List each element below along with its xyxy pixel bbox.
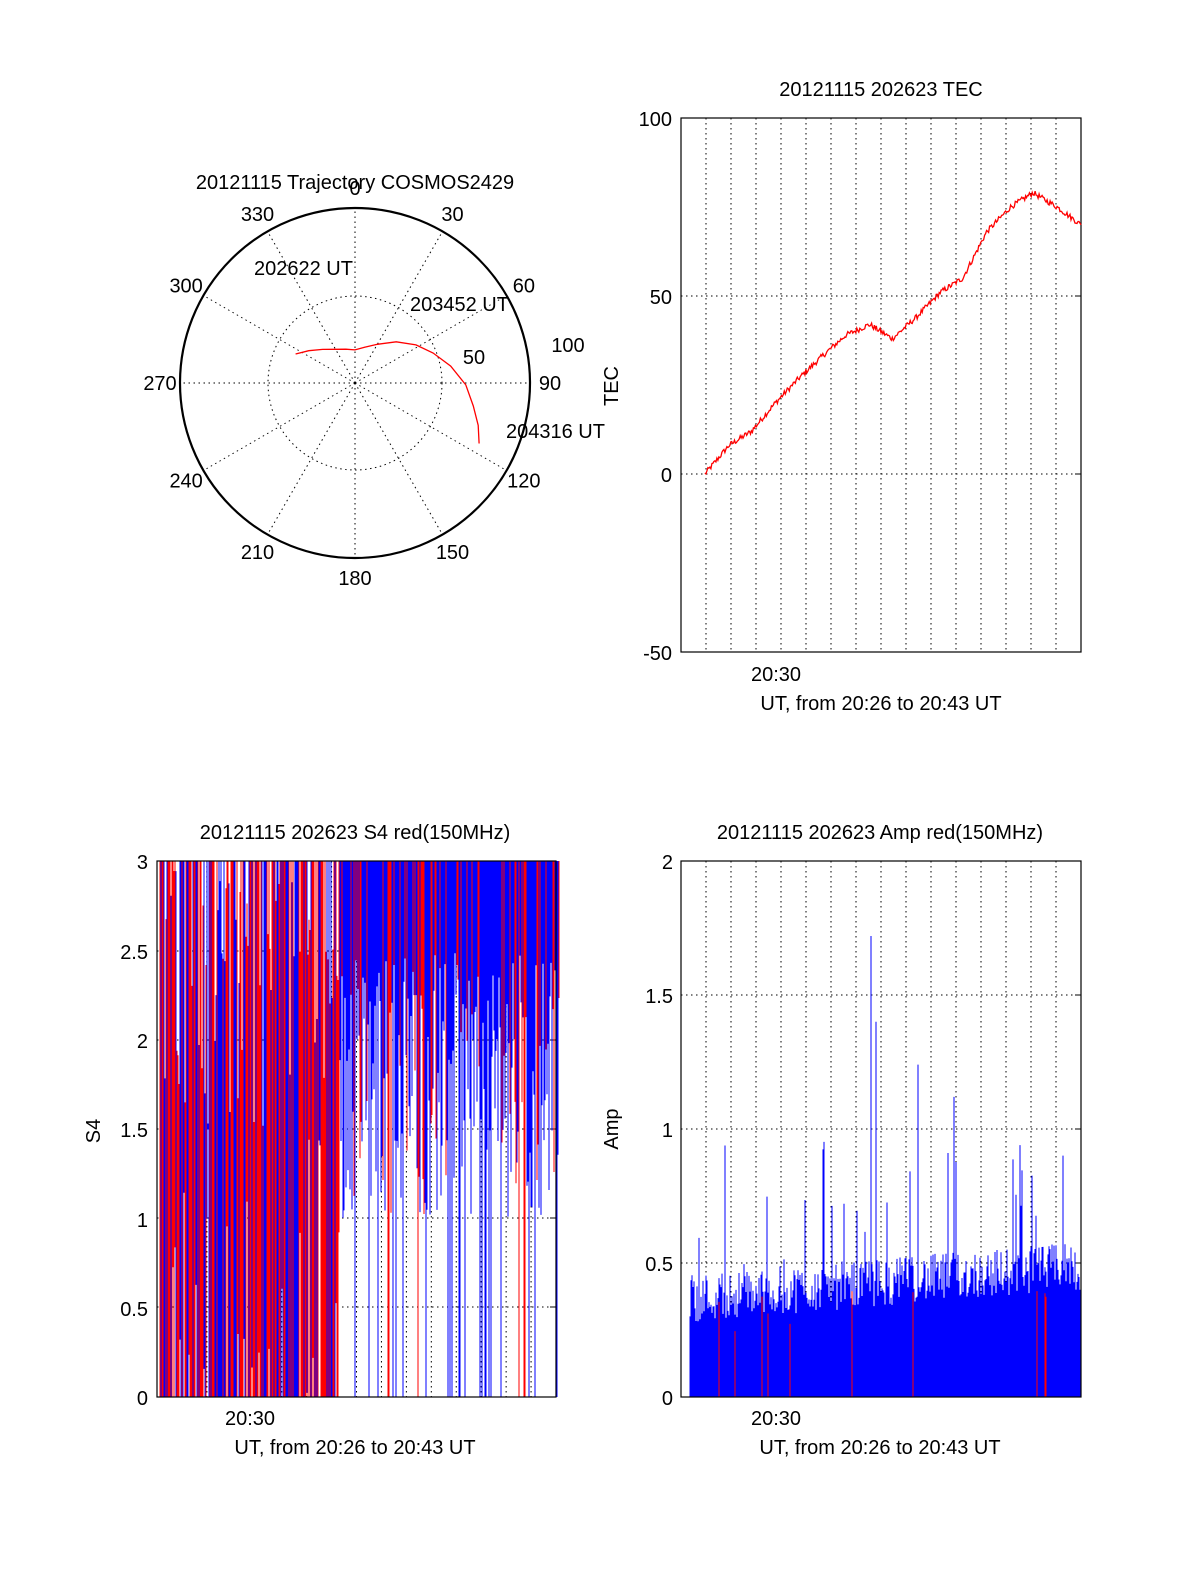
polar-angle-label-270: 270: [143, 373, 176, 395]
amp-ytick-2: 2: [662, 852, 673, 874]
s4-bars: [159, 861, 560, 1397]
polar-spoke-240: [203, 382, 356, 471]
amp-ytick-0.5: 0.5: [645, 1254, 673, 1276]
amp-bars: [689, 936, 1082, 1397]
amp-title: 20121115 202623 Amp red(150MHz): [717, 822, 1043, 844]
amp-y-tick-labels: 2 1.5 1 0.5 0: [645, 852, 673, 1410]
polar-angle-label-60: 60: [513, 276, 535, 298]
polar-spoke-30: [354, 231, 443, 384]
polar-grid: [180, 208, 530, 558]
tec-xlabel: UT, from 20:26 to 20:43 UT: [760, 693, 1001, 715]
polar-angle-label-240: 240: [169, 471, 202, 493]
s4-series: [159, 861, 560, 1397]
polar-angle-label-180: 180: [338, 568, 371, 590]
radius-label-100: 100: [551, 335, 584, 357]
polar-angle-labels: 0 30 60 90 120 150 180 210 240 270 300 330: [143, 178, 561, 590]
s4-ylabel: S4: [83, 1119, 105, 1143]
polar-angle-label-120: 120: [507, 471, 540, 493]
polar-spoke-120: [354, 382, 507, 471]
polar-angle-label-0: 0: [349, 178, 360, 200]
tec-y-tick-labels: 100 50 0 -50: [639, 109, 672, 665]
polar-spoke-150: [354, 382, 443, 535]
polar-angle-label-90: 90: [539, 373, 561, 395]
polar-angle-label-330: 330: [241, 204, 274, 226]
s4-ytick-2.5: 2.5: [120, 942, 148, 964]
s4-xlabel: UT, from 20:26 to 20:43 UT: [234, 1437, 475, 1459]
tec-ytick-50: 50: [650, 287, 672, 309]
polar-angle-label-30: 30: [441, 204, 463, 226]
polar-angle-label-300: 300: [169, 276, 202, 298]
amp-series: [689, 936, 1082, 1397]
amp-ytick-1.5: 1.5: [645, 986, 673, 1008]
trajectory-mid-label: 203452 UT: [410, 294, 509, 316]
s4-ytick-1.5: 1.5: [120, 1120, 148, 1142]
tec-frame: [680, 117, 1082, 653]
tec-plot: 20121115 202623 TEC 100 50 0 -50 20:30 U…: [639, 79, 1082, 715]
polar-spoke-330: [267, 231, 356, 384]
amp-plot: 20121115 202623 Amp red(150MHz) 2 1.5 1 …: [601, 822, 1082, 1459]
polar-spoke-60: [354, 295, 507, 384]
tec-xtick-2030: 20:30: [751, 664, 801, 686]
s4-ytick-2: 2: [137, 1031, 148, 1053]
tec-title: 20121115 202623 TEC: [779, 79, 983, 101]
s4-ytick-1: 1: [137, 1210, 148, 1232]
s4-plot: 20121115 202623 S4 red(150MHz) 3 2.5 2 1…: [83, 822, 560, 1459]
tec-ytick-100: 100: [639, 109, 672, 131]
s4-ytick-0.5: 0.5: [120, 1299, 148, 1321]
polar-spoke-300: [203, 295, 356, 384]
amp-ytick-1: 1: [662, 1120, 673, 1142]
amp-xlabel: UT, from 20:26 to 20:43 UT: [759, 1437, 1000, 1459]
tec-ytick-neg50: -50: [643, 643, 672, 665]
s4-ytick-3: 3: [137, 852, 148, 874]
tec-series-line: [704, 190, 1082, 475]
polar-spoke-210: [267, 382, 356, 535]
amp-frame: [680, 860, 1082, 1398]
s4-title: 20121115 202623 S4 red(150MHz): [200, 822, 511, 844]
polar-side-label: TEC: [601, 366, 623, 406]
amp-xtick-2030: 20:30: [751, 1408, 801, 1430]
amp-ylabel: Amp: [601, 1108, 623, 1149]
trajectory-line: [295, 341, 480, 444]
s4-y-tick-labels: 3 2.5 2 1.5 1 0.5 0: [120, 852, 148, 1410]
s4-xtick-2030: 20:30: [225, 1408, 275, 1430]
s4-frame: [156, 860, 557, 1398]
polar-outer-circle: [178, 206, 532, 560]
trajectory-end-label: 204316 UT: [506, 421, 605, 443]
polar-title: 20121115 Trajectory COSMOS2429: [196, 172, 514, 194]
polar-angle-label-210: 210: [241, 542, 274, 564]
trajectory-start-label: 202622 UT: [254, 258, 353, 280]
amp-ytick-0: 0: [662, 1388, 673, 1410]
amp-grid: [681, 861, 1081, 1397]
tec-grid: [681, 118, 1081, 652]
trajectory-polar-plot: 20121115 Trajectory COSMOS2429 0 30 60 90 12…: [143, 172, 623, 590]
polar-inner-circle: [267, 295, 443, 471]
radius-label-50: 50: [463, 347, 485, 369]
polar-angle-label-150: 150: [436, 542, 469, 564]
tec-ytick-0: 0: [661, 465, 672, 487]
s4-ytick-0: 0: [137, 1388, 148, 1410]
